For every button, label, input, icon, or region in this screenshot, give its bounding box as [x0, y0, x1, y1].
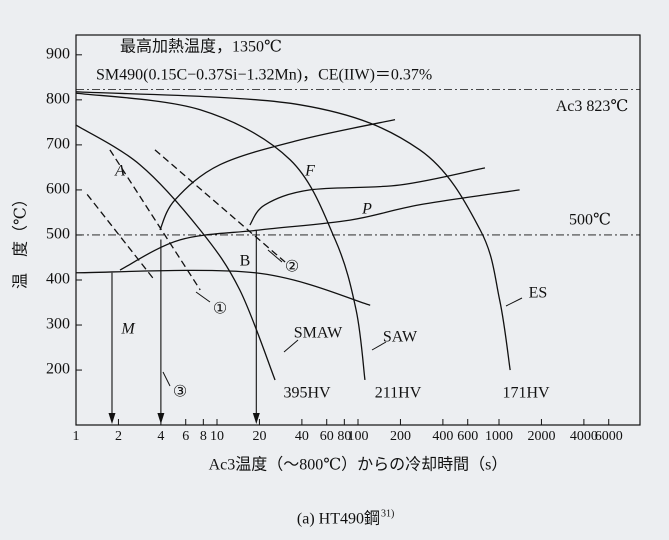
x-tick-label: 1000: [485, 429, 513, 444]
x-tick-label: 4: [157, 429, 164, 444]
leader-line: [162, 371, 171, 387]
x-tick-label: 200: [390, 429, 411, 444]
x-axis-label: Ac3温度（～800℃）からの冷却時間（s）: [209, 456, 508, 474]
annotation: SMAW: [294, 325, 343, 342]
annotation: M: [120, 321, 136, 338]
annotation: ②: [285, 259, 299, 276]
annotation: F: [304, 163, 315, 180]
leader-line: [267, 249, 283, 263]
x-tick-label: 10: [210, 429, 224, 444]
y-tick-label: 600: [46, 181, 70, 198]
dashed-curve: [86, 194, 155, 281]
dashed-curve: [154, 149, 286, 263]
annotation: ①: [213, 301, 227, 318]
arrow-head: [157, 413, 165, 424]
y-tick-label: 400: [46, 271, 70, 288]
y-tick-label: 800: [46, 91, 70, 108]
curve: [159, 119, 396, 231]
x-tick-label: 80: [337, 429, 351, 444]
reference-label: 500℃: [569, 212, 611, 229]
y-tick-label: 300: [46, 316, 70, 333]
annotation: 171HV: [502, 385, 550, 402]
x-tick-label: 20: [252, 429, 266, 444]
annotation: P: [361, 201, 372, 218]
caption: (a) HT490鋼: [297, 510, 380, 528]
curve: [119, 189, 520, 271]
curve: [75, 124, 276, 381]
x-tick-label: 40: [295, 429, 309, 444]
leader-line: [371, 341, 387, 351]
annotation: SAW: [383, 329, 418, 346]
annotation: 211HV: [375, 385, 422, 402]
arrow-head: [108, 413, 116, 424]
annotation: 395HV: [283, 385, 331, 402]
annotation: B: [240, 253, 251, 270]
x-tick-label: 8: [200, 429, 207, 444]
x-tick-label: 2: [115, 429, 122, 444]
reference-label: Ac3 823℃: [556, 98, 629, 115]
curve: [75, 91, 511, 371]
x-tick-label: 1: [73, 429, 80, 444]
caption-ref: 31): [381, 508, 394, 519]
chart-title: 最高加熱温度，1350℃: [120, 38, 282, 56]
y-tick-label: 700: [46, 136, 70, 153]
x-tick-label: 6000: [595, 429, 623, 444]
curve: [75, 92, 366, 381]
leader-line: [283, 339, 299, 353]
x-tick-label: 600: [457, 429, 478, 444]
x-tick-label: 6: [182, 429, 189, 444]
annotation: A: [114, 163, 125, 180]
leader-line: [505, 297, 523, 307]
y-tick-label: 200: [46, 361, 70, 378]
curve: [75, 269, 371, 306]
arrow-head: [252, 413, 260, 424]
x-tick-label: 100: [348, 429, 369, 444]
x-tick-label: 60: [320, 429, 334, 444]
x-tick-label: 2000: [527, 429, 555, 444]
y-tick-label: 500: [46, 226, 70, 243]
chart-subtitle: SM490(0.15C−0.37Si−1.32Mn)，CE(IIW)＝0.37%: [96, 67, 432, 84]
y-tick-label: 900: [46, 45, 70, 62]
annotation: ③: [173, 384, 187, 401]
x-tick-label: 400: [432, 429, 453, 444]
leader-line: [195, 291, 211, 303]
curve: [249, 167, 486, 226]
dashed-curve: [109, 149, 201, 291]
y-axis-label: 温 度（℃）: [12, 191, 30, 289]
x-tick-label: 4000: [570, 429, 598, 444]
annotation: ES: [529, 285, 548, 302]
